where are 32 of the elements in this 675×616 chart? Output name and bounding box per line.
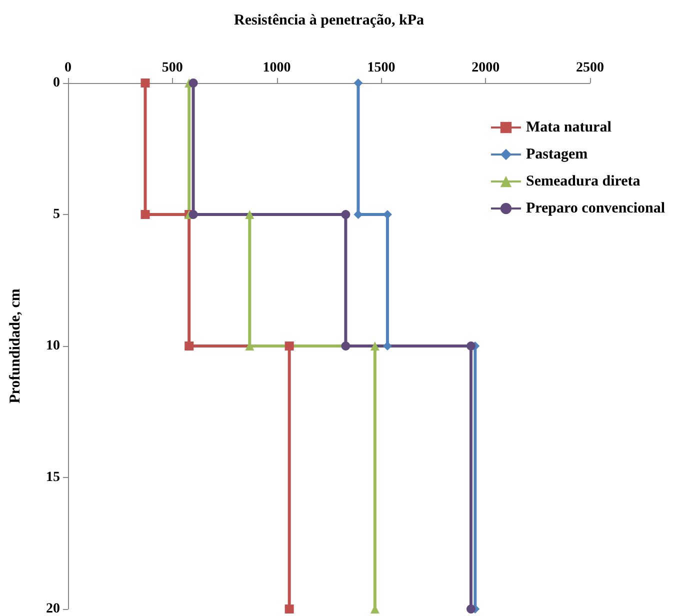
y-axis-title: Profundidade, cm xyxy=(8,288,24,404)
x-tick-label: 1500 xyxy=(367,60,396,76)
legend-label: Mata natural xyxy=(526,120,612,136)
legend-label: Pastagem xyxy=(526,146,588,162)
x-tick-label: 1000 xyxy=(262,60,291,76)
point xyxy=(382,342,392,350)
x-tick-label: 0 xyxy=(64,60,72,76)
point xyxy=(188,210,198,219)
y-tick-label: 10 xyxy=(46,338,60,354)
point xyxy=(284,342,294,350)
point xyxy=(140,210,150,219)
y-tick-label: 5 xyxy=(53,207,60,222)
y-tick-label: 15 xyxy=(46,470,60,485)
point xyxy=(466,342,476,350)
point xyxy=(341,342,350,350)
x-tick-label: 2000 xyxy=(472,60,500,76)
y-tick-label: 20 xyxy=(46,602,60,616)
point xyxy=(466,604,476,614)
y-tick-label: 0 xyxy=(53,76,60,90)
point xyxy=(354,78,363,88)
point xyxy=(140,78,150,88)
point xyxy=(245,210,254,219)
x-tick-label: 500 xyxy=(162,60,183,76)
point xyxy=(188,78,198,88)
x-axis-title: Resistência à penetração, kPa xyxy=(234,12,424,28)
x-tick-label: 2500 xyxy=(576,60,604,76)
point xyxy=(370,342,380,350)
point xyxy=(184,342,194,350)
point xyxy=(284,604,294,614)
legend-label: Preparo convencional xyxy=(526,200,666,216)
point xyxy=(341,210,350,219)
legend-label: Semeadura direta xyxy=(526,174,641,190)
